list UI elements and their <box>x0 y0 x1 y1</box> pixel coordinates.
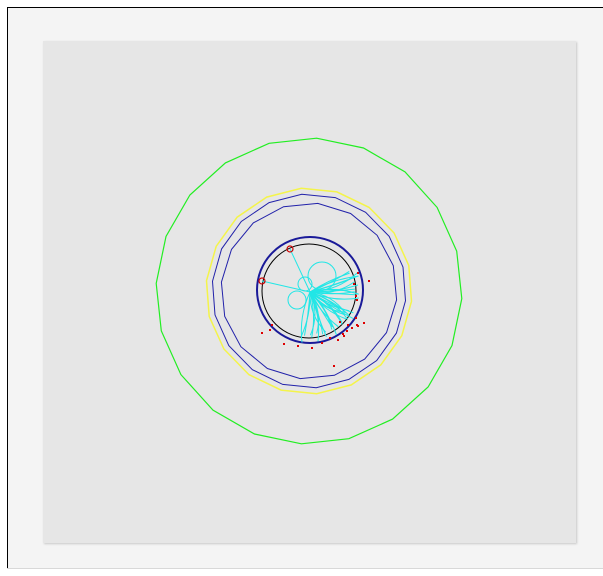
track <box>287 290 307 310</box>
hit <box>355 295 357 297</box>
hit <box>353 283 355 285</box>
track <box>309 284 359 293</box>
detector-layer <box>261 243 357 339</box>
detector-layer <box>211 193 407 389</box>
track <box>309 279 349 293</box>
hit <box>343 335 345 337</box>
detector-layer <box>256 236 364 344</box>
hit <box>271 324 273 326</box>
track <box>309 291 359 300</box>
track <box>309 291 320 342</box>
track <box>309 272 350 293</box>
hit <box>297 345 299 347</box>
track <box>300 291 311 343</box>
track <box>297 276 313 292</box>
track <box>309 291 355 295</box>
hit <box>321 342 323 344</box>
hit <box>351 327 353 329</box>
hit <box>355 317 357 319</box>
hit <box>311 347 313 349</box>
track <box>309 291 327 333</box>
hit <box>339 321 341 323</box>
track <box>309 291 337 336</box>
hit <box>269 329 271 331</box>
footer-line <box>7 568 603 569</box>
hit <box>347 324 349 326</box>
detector-layer <box>220 202 398 380</box>
hit <box>363 322 365 324</box>
hit <box>342 333 344 335</box>
hit <box>357 325 359 327</box>
detector-layer <box>155 137 463 445</box>
hit <box>368 280 370 282</box>
hit <box>346 330 348 332</box>
detector-layer <box>205 187 413 395</box>
hit-marker <box>286 245 294 253</box>
track <box>289 248 311 293</box>
hit <box>329 337 331 339</box>
track <box>307 261 337 291</box>
hit <box>333 365 335 367</box>
track <box>309 291 354 319</box>
hit <box>283 343 285 345</box>
track <box>309 270 350 293</box>
hit <box>261 332 263 334</box>
hit <box>337 339 339 341</box>
hit-marker <box>258 277 266 285</box>
hit <box>356 299 358 301</box>
hit <box>357 272 359 274</box>
